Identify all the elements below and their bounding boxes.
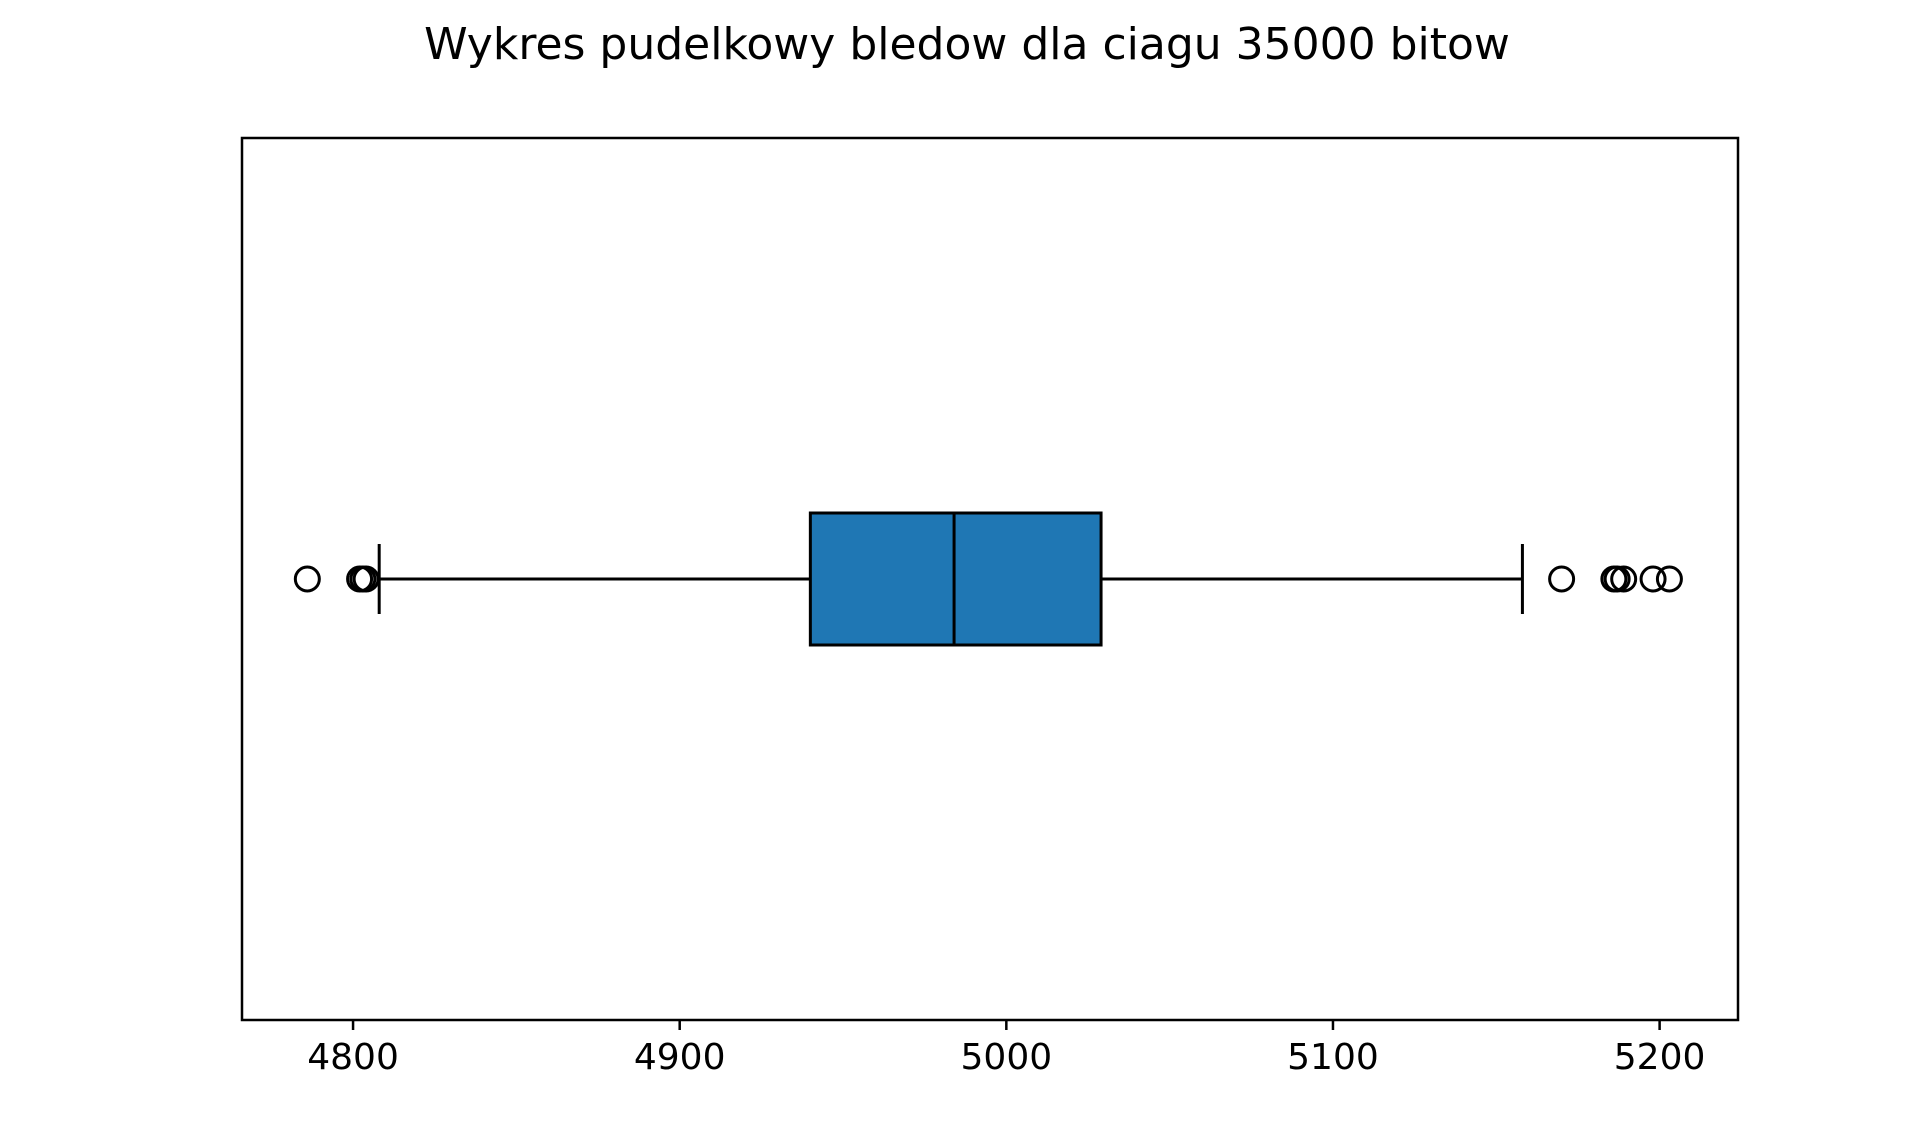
outlier-point-8 xyxy=(1639,565,1667,593)
outlier-point-0 xyxy=(293,565,321,593)
x-tick-label-4: 5200 xyxy=(1614,1037,1706,1078)
iqr-box xyxy=(808,511,1103,647)
x-tick-label-3: 5100 xyxy=(1287,1037,1379,1078)
outlier-point-3 xyxy=(352,565,380,593)
outlier-point-9 xyxy=(1655,565,1683,593)
axes-frame xyxy=(240,136,1740,1022)
x-tick-label-1: 4900 xyxy=(634,1037,726,1078)
x-tick-label-0: 4800 xyxy=(307,1037,399,1078)
outlier-point-6 xyxy=(1603,565,1631,593)
x-tick-label-2: 5000 xyxy=(961,1037,1053,1078)
plot-area: 4800 4900 5000 5100 5200 xyxy=(240,136,1740,1078)
outlier-point-7 xyxy=(1610,565,1638,593)
outlier-point-4 xyxy=(1548,565,1576,593)
chart-title: Wykres pudelkowy bledow dla ciagu 35000 … xyxy=(424,19,1510,70)
